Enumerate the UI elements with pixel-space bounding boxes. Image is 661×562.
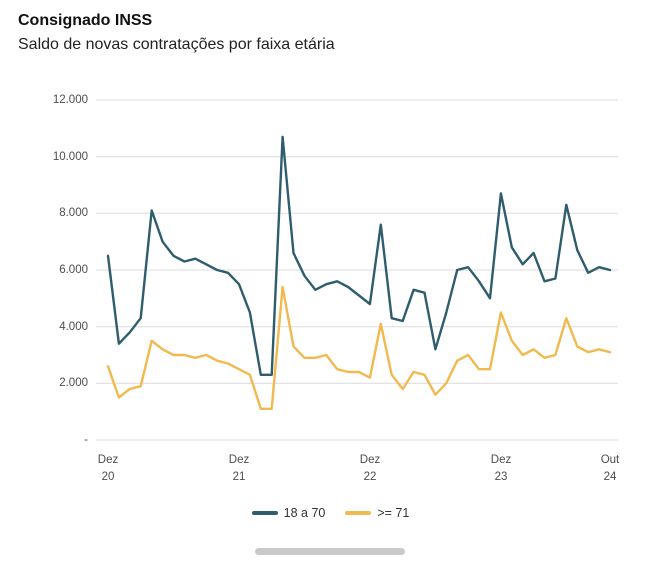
x-tick-month: Out [600,454,620,466]
series-18-a-70-swatch [251,511,278,515]
x-tick-year: 21 [232,471,246,483]
y-tick-label: 2.000 [59,377,88,389]
legend-label: 18 a 70 [283,506,326,520]
x-tick-month: Dez [359,454,381,466]
horizontal-scrollbar-thumb[interactable] [255,548,405,555]
series-line-1 [106,285,612,410]
legend: 18 a 70 >= 71 [0,506,661,520]
legend-label: >= 71 [377,506,410,520]
y-tick-label: 8.000 [59,207,88,219]
x-tick-label: Out 24 [580,452,640,486]
y-tick-label: - [84,434,88,446]
x-tick-month: Dez [228,454,250,466]
chart-subtitle: Saldo de novas contratações por faixa et… [18,36,335,53]
x-tick-label: Dez 22 [340,452,400,486]
x-tick-year: 24 [603,471,617,483]
x-tick-label: Dez 21 [209,452,269,486]
x-tick-year: 22 [363,471,377,483]
x-tick-year: 23 [494,471,508,483]
y-tick-label: 6.000 [59,264,88,276]
series-ge-71-swatch [345,511,372,515]
chart-title: Consignado INSS [18,12,153,29]
y-tick-label: 4.000 [59,321,88,333]
x-tick-month: Dez [490,454,512,466]
series-line-0 [106,135,612,376]
y-tick-label: 10.000 [52,151,88,163]
x-tick-label: Dez 20 [78,452,138,486]
x-tick-year: 20 [101,471,115,483]
legend-item-18-a-70: 18 a 70 [251,506,326,520]
legend-item-ge-71: >= 71 [345,506,409,520]
x-tick-month: Dez [97,454,119,466]
x-tick-label: Dez 23 [471,452,531,486]
y-tick-label: 12.000 [52,94,88,106]
